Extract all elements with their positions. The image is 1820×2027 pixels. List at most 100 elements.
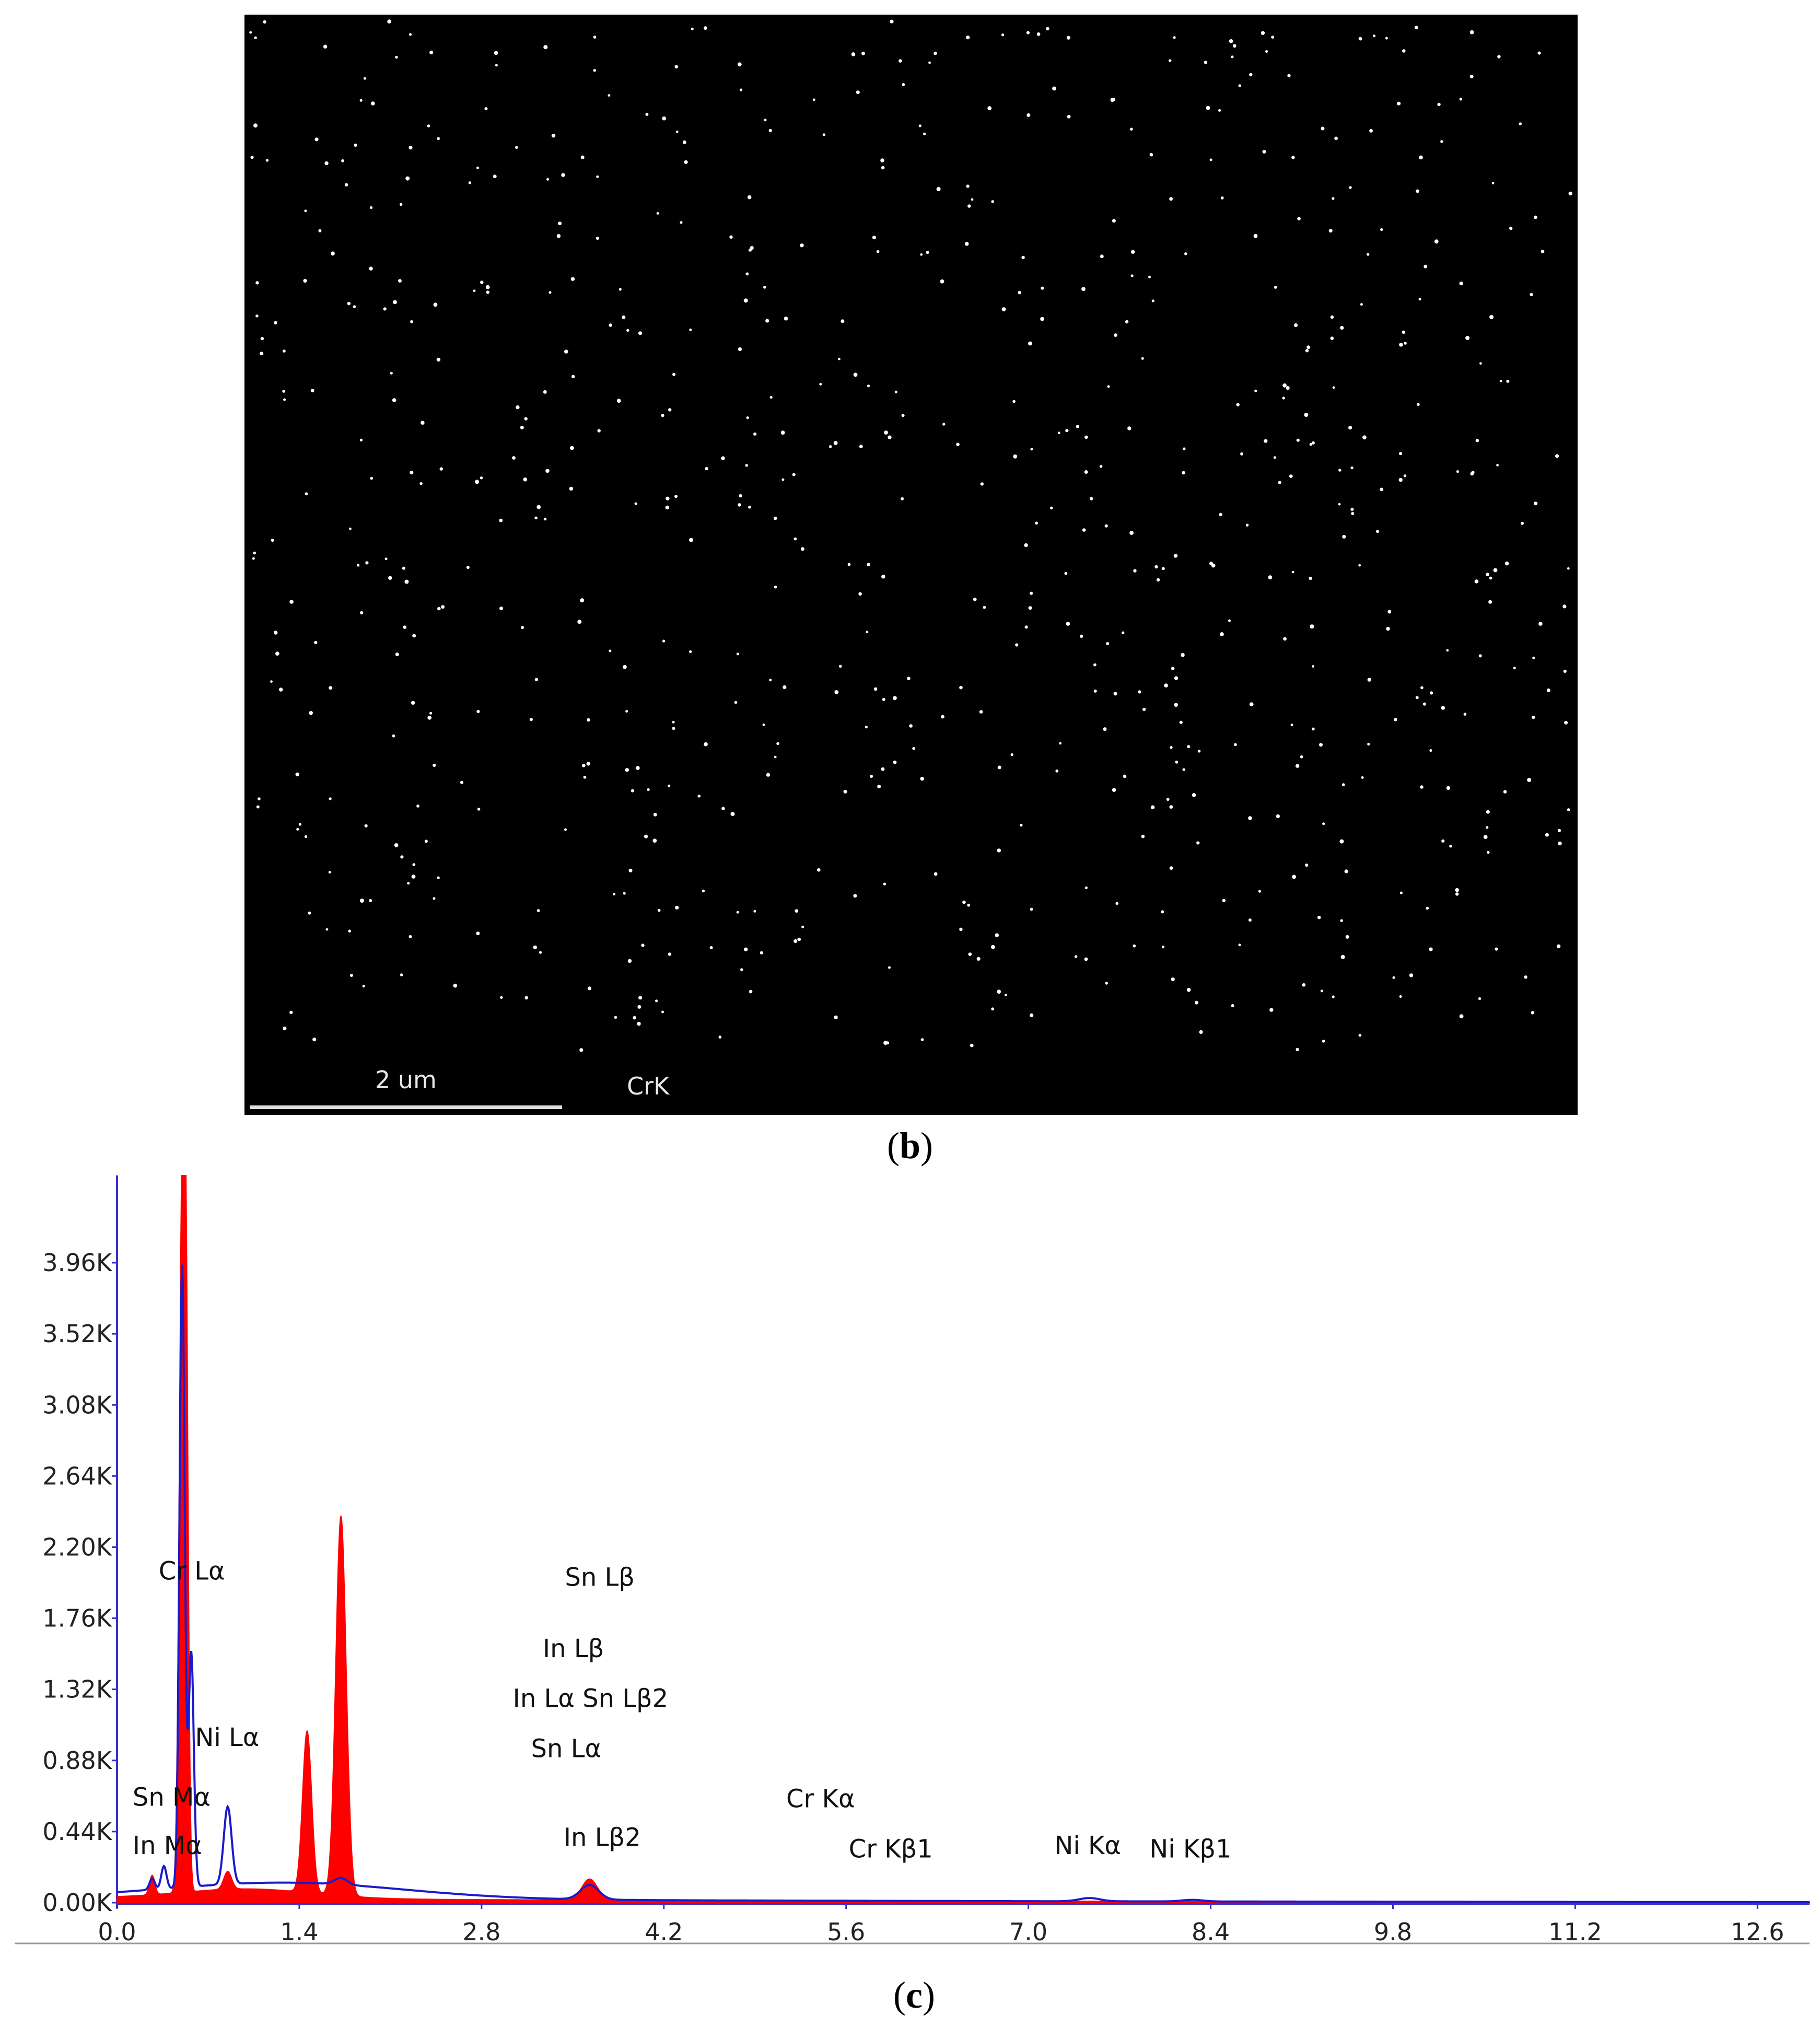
map-dot xyxy=(730,812,735,817)
map-dot xyxy=(1402,330,1405,334)
map-dot xyxy=(661,1010,664,1014)
map-dot xyxy=(403,625,407,629)
map-dot xyxy=(543,45,548,50)
map-dot xyxy=(1093,689,1097,693)
map-dot xyxy=(656,212,659,215)
map-dot xyxy=(429,712,433,715)
map-dot xyxy=(1334,136,1338,141)
map-dot xyxy=(1104,524,1108,528)
map-dot xyxy=(928,61,931,64)
map-dot xyxy=(865,726,868,729)
map-dot xyxy=(1532,715,1535,719)
caption-b: (b) xyxy=(886,1125,933,1167)
map-dot xyxy=(1506,379,1510,383)
map-dot xyxy=(918,124,921,127)
map-dot xyxy=(524,417,528,421)
map-dot xyxy=(1309,576,1312,580)
y-tick-label: 0.00K xyxy=(42,1889,112,1917)
map-dot xyxy=(1276,814,1280,818)
map-dot xyxy=(647,788,650,791)
map-dot xyxy=(341,159,344,162)
map-dot xyxy=(1424,264,1428,269)
map-dot xyxy=(1187,745,1191,749)
map-dot xyxy=(856,90,860,95)
map-dot xyxy=(675,905,679,910)
map-dot xyxy=(282,390,286,393)
map-dot xyxy=(1509,226,1513,230)
map-dot xyxy=(1231,55,1234,59)
map-dot xyxy=(587,718,590,722)
map-dot xyxy=(966,184,970,188)
map-dot xyxy=(1001,33,1005,37)
map-dot xyxy=(1348,426,1352,430)
map-dot xyxy=(318,229,322,232)
map-dot xyxy=(1567,567,1570,570)
map-dot xyxy=(533,945,537,950)
map-dot xyxy=(616,399,621,403)
map-dot xyxy=(1321,126,1325,131)
map-dot xyxy=(1282,397,1285,400)
map-dot xyxy=(1166,798,1170,801)
map-dot xyxy=(596,237,599,240)
map-dot xyxy=(1556,944,1561,949)
map-dot xyxy=(369,899,372,902)
map-dot xyxy=(1437,102,1441,107)
map-dot xyxy=(644,834,648,838)
map-dot xyxy=(1409,973,1414,977)
map-dot xyxy=(748,506,751,509)
map-dot xyxy=(1211,563,1216,568)
y-tick-label: 1.76K xyxy=(42,1604,112,1633)
map-dot xyxy=(516,405,520,410)
map-dot xyxy=(920,253,923,256)
map-dot xyxy=(298,823,301,826)
map-dot xyxy=(744,947,748,952)
x-tick-label: 8.4 xyxy=(1192,1918,1230,1946)
map-dot xyxy=(740,968,743,971)
map-dot xyxy=(500,996,503,999)
map-dot xyxy=(1367,678,1371,682)
map-dot xyxy=(628,868,633,872)
map-dot xyxy=(792,473,796,476)
y-tick-label: 3.52K xyxy=(42,1320,112,1348)
map-dot xyxy=(1345,935,1349,939)
map-dot xyxy=(398,279,402,283)
map-dot xyxy=(1361,776,1364,779)
map-dot xyxy=(1497,55,1501,59)
map-dot xyxy=(390,371,393,375)
map-dot xyxy=(279,688,283,692)
map-dot xyxy=(404,579,409,584)
map-dot xyxy=(1430,691,1433,695)
map-dot xyxy=(484,107,488,111)
map-dot xyxy=(909,724,913,728)
map-dot xyxy=(926,251,929,254)
map-dot xyxy=(486,290,489,294)
map-dot xyxy=(1449,844,1452,848)
map-dot xyxy=(1420,785,1424,789)
map-dot xyxy=(749,989,753,994)
map-dot xyxy=(653,812,657,817)
map-dot xyxy=(365,561,369,565)
map-dot xyxy=(718,1035,722,1039)
map-dot xyxy=(1527,777,1532,782)
map-dot xyxy=(1474,579,1479,584)
map-dot xyxy=(637,1005,641,1009)
map-dot xyxy=(1030,907,1033,911)
map-dot xyxy=(1338,503,1341,506)
map-dot xyxy=(1398,477,1403,482)
map-dot xyxy=(577,620,582,624)
map-dot xyxy=(1282,383,1287,388)
map-dot xyxy=(737,62,742,67)
map-dot xyxy=(347,301,351,306)
y-tick-label: 0.88K xyxy=(42,1746,112,1775)
map-dot xyxy=(657,908,661,912)
map-dot xyxy=(736,911,739,914)
peak-label: Cr Kβ1 xyxy=(849,1834,933,1863)
map-dot xyxy=(1052,86,1056,91)
spectrum-series-blue xyxy=(116,1264,1810,1903)
map-dot xyxy=(1558,841,1562,846)
map-dot xyxy=(1403,474,1407,477)
map-dot xyxy=(1290,724,1293,727)
map-dot xyxy=(1156,578,1160,582)
map-dot xyxy=(769,395,773,399)
map-dot xyxy=(623,892,626,895)
